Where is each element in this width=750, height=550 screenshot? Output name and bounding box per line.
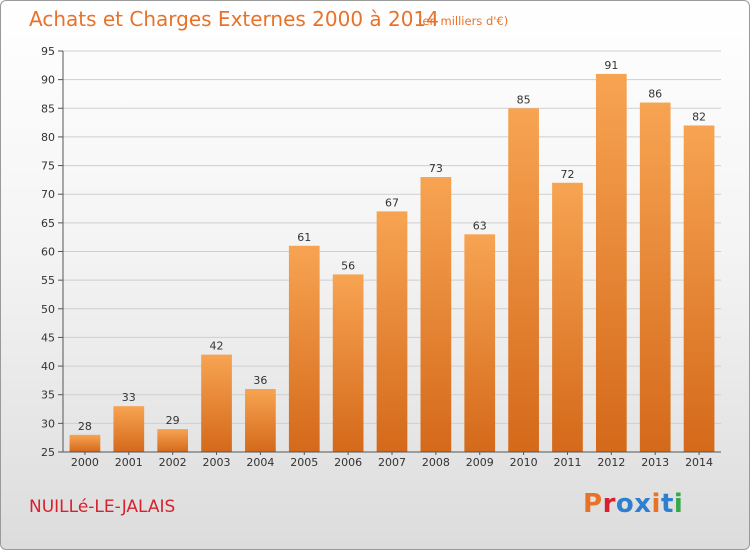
- bar: [201, 354, 232, 452]
- data-label: 72: [560, 168, 574, 181]
- bar: [288, 245, 320, 452]
- data-label: 91: [604, 59, 618, 72]
- bar: [552, 182, 583, 452]
- y-tick-label: 30: [41, 417, 55, 430]
- x-tick-label: 2004: [246, 456, 274, 469]
- bar: [639, 102, 671, 453]
- y-tick-label: 60: [41, 246, 55, 259]
- y-tick-label: 65: [41, 217, 55, 230]
- logo-letter: o: [615, 489, 635, 519]
- x-tick-label: 2007: [378, 456, 406, 469]
- bar: [245, 388, 276, 452]
- axes: [58, 50, 721, 455]
- data-label: 67: [385, 196, 399, 209]
- data-label: 86: [648, 88, 662, 101]
- logo-letter: i: [673, 489, 684, 519]
- y-tick-label: 85: [41, 102, 55, 115]
- x-tick-label: 2005: [290, 456, 318, 469]
- data-label: 85: [517, 93, 531, 106]
- bar: [420, 177, 452, 452]
- data-label: 82: [692, 110, 706, 123]
- logo-letter: P: [583, 489, 603, 519]
- data-label: 29: [166, 414, 180, 427]
- y-tick-label: 70: [41, 188, 55, 201]
- x-tick-label: 2010: [510, 456, 538, 469]
- town-name: NUILLé-LE-JALAIS: [29, 497, 176, 517]
- x-tick-label: 2008: [422, 456, 450, 469]
- data-label: 36: [253, 374, 267, 387]
- x-tick-label: 2013: [641, 456, 669, 469]
- x-tick-label: 2011: [553, 456, 581, 469]
- bar: [508, 108, 539, 453]
- logo-letter: x: [634, 489, 652, 519]
- x-tick-label: 2012: [597, 456, 625, 469]
- x-tick-label: 2002: [159, 456, 187, 469]
- y-tick-label: 55: [41, 274, 55, 287]
- y-tick-label: 25: [41, 446, 55, 459]
- bar: [332, 274, 364, 452]
- chart-subtitle: (en milliers d'€): [418, 14, 509, 28]
- x-tick-label: 2001: [115, 456, 143, 469]
- x-tick-label: 2006: [334, 456, 362, 469]
- y-tick-label: 75: [41, 160, 55, 173]
- data-label: 42: [210, 340, 224, 353]
- data-label: 61: [297, 231, 311, 244]
- bar: [683, 125, 715, 452]
- y-tick-label: 35: [41, 389, 55, 402]
- bar: [376, 211, 408, 452]
- bar: [464, 234, 496, 452]
- y-tick-label: 80: [41, 131, 55, 144]
- y-tick-label: 95: [41, 45, 55, 58]
- labels: 25 30 35 40 45 50 55 60 65 70 75 80 85 90 95 28 2000 33 20…: [41, 45, 713, 469]
- x-tick-label: 2003: [203, 456, 231, 469]
- logo-letter: t: [660, 489, 674, 519]
- bars: [69, 73, 715, 453]
- data-label: 56: [341, 259, 355, 272]
- data-label: 33: [122, 391, 136, 404]
- y-tick-label: 40: [41, 360, 55, 373]
- data-label: 63: [473, 219, 487, 232]
- x-tick-label: 2014: [685, 456, 713, 469]
- data-label: 28: [78, 420, 92, 433]
- y-tick-label: 50: [41, 303, 55, 316]
- x-tick-label: 2000: [71, 456, 99, 469]
- x-tick-label: 2009: [466, 456, 494, 469]
- data-label: 73: [429, 162, 443, 175]
- chart-title: Achats et Charges Externes 2000 à 2014: [29, 7, 439, 31]
- y-tick-label: 45: [41, 331, 55, 344]
- bar: [69, 434, 101, 452]
- logo-letter: i: [651, 489, 661, 519]
- y-tick-label: 90: [41, 74, 55, 87]
- logo-letter: r: [602, 489, 616, 519]
- bar: [113, 406, 145, 452]
- bar: [157, 429, 189, 452]
- proxiti-logo[interactable]: Proxiti: [583, 489, 683, 519]
- bar: [595, 73, 627, 453]
